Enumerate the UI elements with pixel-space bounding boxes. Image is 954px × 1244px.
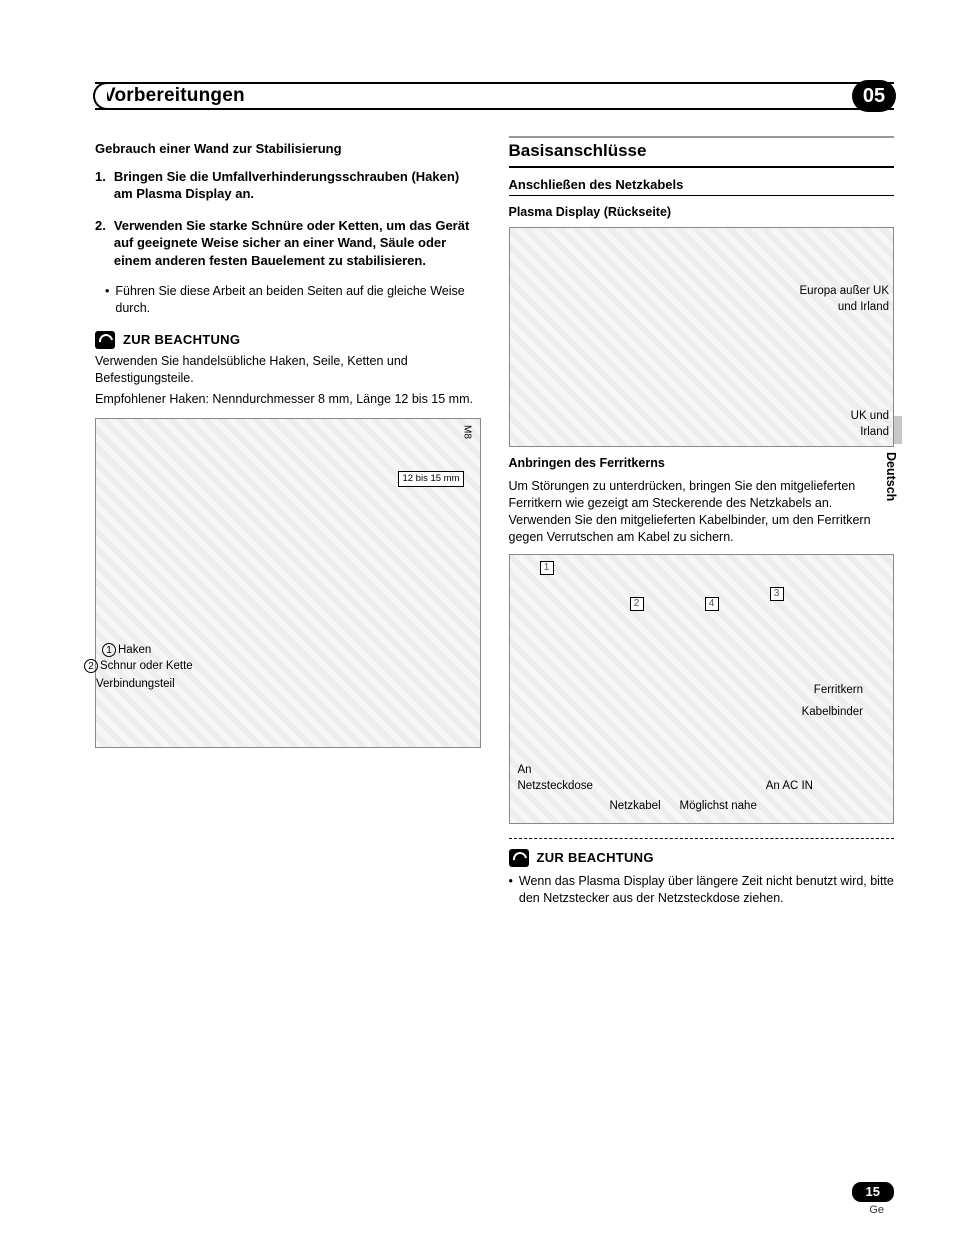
subsection-title: Anschließen des Netzkabels [509, 176, 895, 197]
right-column: Basisanschlüsse Anschließen des Netzkabe… [509, 140, 895, 1174]
section-title: Basisanschlüsse [509, 140, 895, 168]
ferrite-step-2: 2 [630, 597, 644, 611]
ferrite-label-an: An [518, 763, 532, 779]
chapter-number: 05 [863, 83, 885, 110]
figure-rear-panel: Europa außer UK und Irland UK und Irland [509, 227, 895, 447]
step-bullet: • Führen Sie diese Arbeit an beiden Seit… [105, 283, 481, 317]
circled-2: 2 [84, 659, 98, 673]
note-icon [95, 331, 115, 349]
mini-heading: Plasma Display (Rückseite) [509, 204, 895, 221]
ferrite-step-3: 3 [770, 587, 784, 601]
page-number-badge: 15 [852, 1182, 894, 1202]
figure-ferrite: 1 2 3 4 Ferritkern Kabelbinder An Netzst… [509, 554, 895, 824]
page-language-code: Ge [869, 1203, 884, 1218]
bullet-dot: • [105, 283, 109, 317]
note-icon [509, 849, 529, 867]
figure-wall-stabilize: M8 12 bis 15 mm 1Haken 2Schnur oder Kett… [95, 418, 481, 748]
content-columns: Gebrauch einer Wand zur Stabilisierung 1… [95, 140, 894, 1174]
step-1-text: Bringen Sie die Umfallverhinderungsschra… [114, 168, 481, 203]
fig-a-hook-dim: 12 bis 15 mm [398, 471, 463, 488]
ferrite-label-kabel: Netzkabel [610, 799, 661, 815]
fig-b-uk-label: UK und Irland [819, 409, 889, 440]
chapter-number-badge: 05 [852, 80, 896, 112]
left-column: Gebrauch einer Wand zur Stabilisierung 1… [95, 140, 481, 1174]
step-2: 2. Verwenden Sie starke Schnüre oder Ket… [95, 217, 481, 270]
ferrite-label-acin: An AC IN [766, 779, 813, 795]
note-p1: Verwenden Sie handelsübliche Haken, Seil… [95, 353, 481, 387]
left-heading: Gebrauch einer Wand zur Stabilisierung [95, 140, 481, 158]
circled-1: 1 [102, 643, 116, 657]
fig-a-label-2: 2Schnur oder Kette [84, 659, 193, 675]
fig-a-label-3: Verbindungsteil [96, 677, 175, 693]
ferrite-label-near: Möglichst nahe [680, 799, 757, 815]
note-header-left: ZUR BEACHTUNG [95, 331, 481, 349]
right-note-bullet: • Wenn das Plasma Display über längere Z… [509, 873, 895, 907]
fig-a-label-1: 1Haken [102, 643, 151, 659]
note-header-right: ZUR BEACHTUNG [509, 849, 895, 867]
page: Vorbereitungen 05 Deutsch Gebrauch einer… [0, 0, 954, 1244]
ferrite-body: Um Störungen zu unterdrücken, bringen Si… [509, 478, 895, 546]
bullet-text: Führen Sie diese Arbeit an beiden Seiten… [115, 283, 480, 317]
dashed-separator [509, 838, 895, 839]
step-1: 1. Bringen Sie die Umfallverhinderungssc… [95, 168, 481, 203]
bullet-dot: • [509, 873, 513, 907]
fig-b-eu-label: Europa außer UK und Irland [799, 284, 889, 315]
note-label-right: ZUR BEACHTUNG [537, 849, 654, 867]
right-note-text: Wenn das Plasma Display über längere Zei… [519, 873, 894, 907]
note-label-left: ZUR BEACHTUNG [123, 331, 240, 349]
fig-a-m8: M8 [460, 425, 474, 439]
step-2-text: Verwenden Sie starke Schnüre oder Ketten… [114, 217, 481, 270]
step-2-number: 2. [95, 217, 106, 270]
ferrite-label-dose: Netzsteckdose [518, 779, 593, 795]
ferrite-step-1: 1 [540, 561, 554, 575]
step-1-number: 1. [95, 168, 106, 203]
chapter-title: Vorbereitungen [95, 83, 245, 109]
ferrite-step-4: 4 [705, 597, 719, 611]
note-p2: Empfohlener Haken: Nenndurchmesser 8 mm,… [95, 391, 481, 408]
ferrite-label-core: Ferritkern [814, 683, 863, 699]
chapter-header: Vorbereitungen 05 [95, 82, 894, 110]
ferrite-heading: Anbringen des Ferritkerns [509, 455, 895, 472]
ferrite-label-binder: Kabelbinder [802, 705, 863, 721]
page-number: 15 [866, 1184, 880, 1199]
